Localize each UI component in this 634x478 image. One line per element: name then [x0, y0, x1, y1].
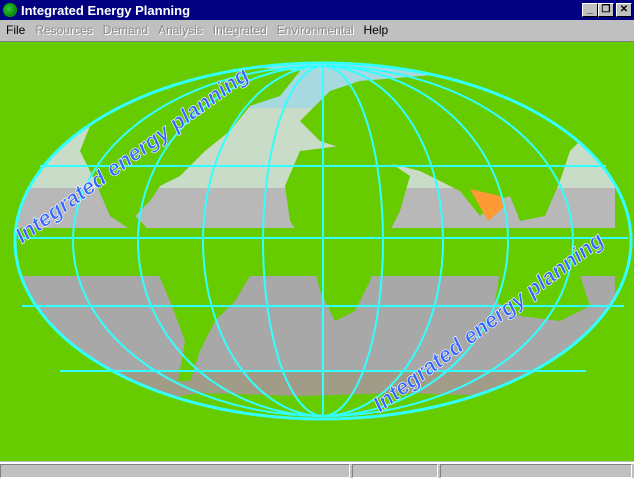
continents	[70, 67, 610, 419]
menu-integrated[interactable]: Integrated	[212, 23, 267, 37]
antarctica	[120, 393, 560, 419]
menu-resources[interactable]: Resources	[35, 23, 93, 37]
india-highlight[interactable]	[470, 189, 505, 221]
window-title: Integrated Energy Planning	[21, 2, 191, 18]
status-bar	[0, 462, 634, 478]
menu-environmental[interactable]: Environmental	[276, 23, 354, 37]
world-map: Integrated energy planning Integrated en…	[10, 61, 633, 421]
restore-button[interactable]: ❐	[598, 3, 614, 17]
title-bar[interactable]: Integrated Energy Planning _ ❐ ✕	[0, 0, 634, 20]
africa	[285, 146, 410, 321]
globe-icon	[3, 3, 17, 17]
menu-help[interactable]: Help	[363, 23, 389, 37]
menu-file[interactable]: File	[6, 23, 26, 37]
menu-analysis[interactable]: Analysis	[158, 23, 203, 37]
close-button[interactable]: ✕	[616, 3, 632, 17]
map-client-area: Integrated energy planning Integrated en…	[0, 41, 634, 461]
menu-bar: File Resources Demand Analysis Integrate…	[0, 20, 634, 40]
grid-lines	[13, 61, 633, 421]
north-america	[70, 67, 300, 236]
status-pane-3	[439, 464, 632, 478]
status-pane-2	[351, 464, 438, 478]
status-pane-1	[0, 464, 350, 478]
eurasia	[300, 71, 610, 221]
menu-demand[interactable]: Demand	[102, 23, 149, 37]
minimize-button[interactable]: _	[582, 3, 598, 17]
